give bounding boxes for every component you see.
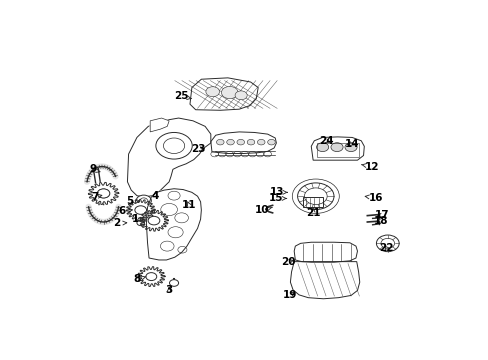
Text: 7: 7 [91,192,102,202]
Circle shape [216,139,224,145]
Text: 16: 16 [365,193,382,203]
Circle shape [136,195,151,206]
Circle shape [376,235,398,252]
Text: 11: 11 [182,201,196,210]
Circle shape [237,139,244,145]
Circle shape [97,189,109,198]
Circle shape [169,280,178,286]
Polygon shape [210,132,276,153]
Circle shape [247,139,254,145]
Polygon shape [139,210,168,231]
Polygon shape [290,262,359,299]
Text: 10: 10 [254,204,271,215]
Text: 19: 19 [283,290,297,300]
Polygon shape [311,137,364,160]
Polygon shape [88,183,119,204]
Text: 22: 22 [378,243,393,253]
Text: 12: 12 [361,162,378,172]
Polygon shape [150,118,169,132]
Circle shape [135,206,146,214]
Circle shape [221,86,238,99]
Polygon shape [294,242,357,262]
Circle shape [226,139,234,145]
Text: 6: 6 [118,206,132,216]
Bar [302,197,322,207]
Text: 1: 1 [131,214,145,224]
Text: 15: 15 [268,193,286,203]
Circle shape [205,87,219,97]
Text: 13: 13 [269,187,286,197]
Circle shape [330,143,343,152]
Text: 20: 20 [281,257,295,267]
Text: 21: 21 [305,208,320,218]
Text: 3: 3 [165,285,172,296]
Circle shape [148,216,160,225]
Circle shape [344,143,356,152]
Circle shape [257,139,264,145]
Text: 24: 24 [319,136,333,146]
Circle shape [137,220,144,226]
Text: 14: 14 [344,139,359,149]
Circle shape [297,183,333,210]
Circle shape [145,273,157,280]
Text: 5: 5 [125,196,140,206]
Circle shape [316,143,328,152]
Text: 23: 23 [191,144,205,154]
Text: 4: 4 [151,191,159,201]
Text: 17: 17 [374,210,389,220]
Text: 25: 25 [174,91,191,102]
Text: 18: 18 [373,216,388,226]
Text: 9: 9 [89,164,100,174]
Bar [316,143,359,157]
Circle shape [97,189,110,198]
Polygon shape [127,118,210,197]
Text: 8: 8 [133,274,146,284]
Circle shape [140,198,147,203]
Polygon shape [126,199,155,221]
Polygon shape [146,189,201,260]
Circle shape [235,91,247,100]
Circle shape [156,132,192,159]
Polygon shape [138,267,164,287]
Circle shape [267,139,275,145]
Polygon shape [189,78,258,110]
Text: 2: 2 [113,219,126,228]
